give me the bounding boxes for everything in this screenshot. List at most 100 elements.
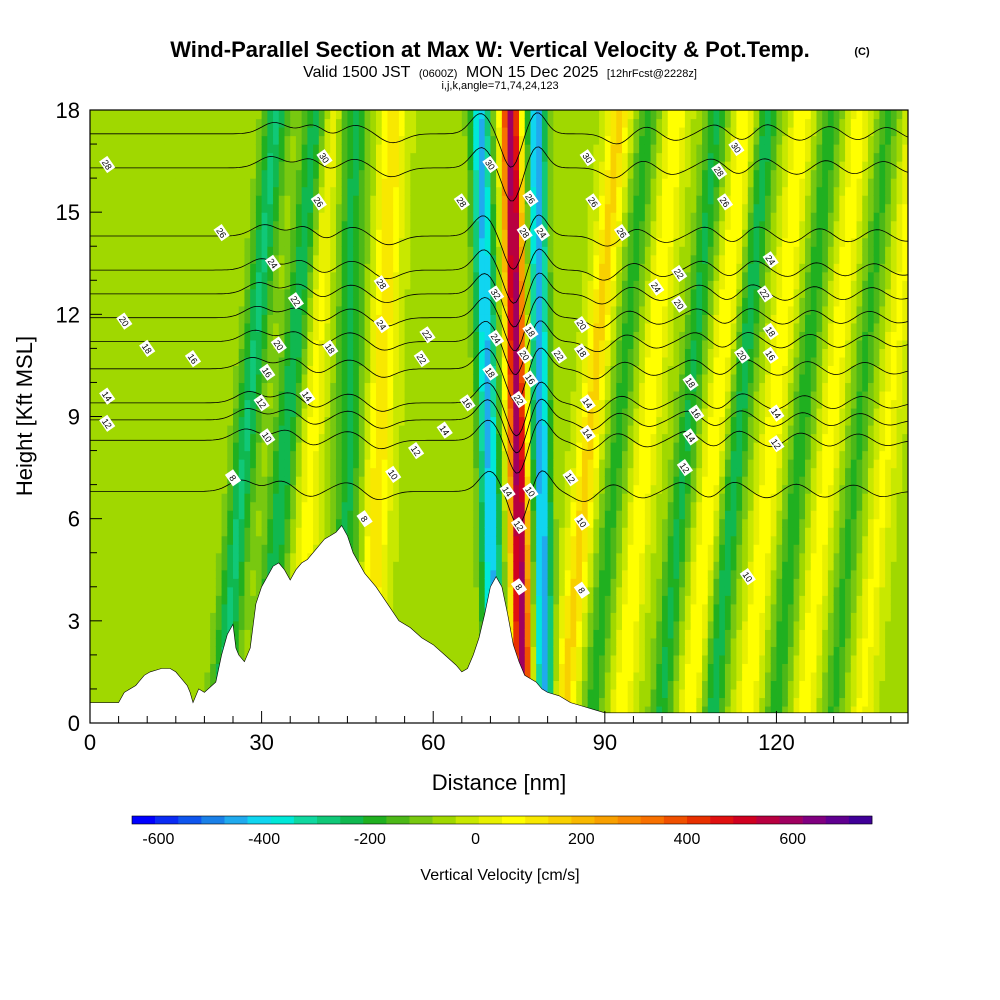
w-cell (341, 152, 349, 162)
w-cell (393, 305, 400, 315)
w-cell (381, 297, 389, 307)
w-cell (370, 382, 377, 392)
w-cell (164, 178, 171, 188)
w-cell (347, 314, 354, 324)
w-cell (393, 178, 400, 188)
w-cell (227, 322, 234, 332)
w-cell (278, 544, 286, 554)
w-cell (152, 629, 160, 639)
w-cell (170, 586, 177, 596)
w-cell (158, 433, 165, 443)
w-cell (358, 161, 366, 171)
w-cell (416, 416, 423, 426)
w-cell (433, 110, 440, 120)
w-cell (267, 552, 274, 562)
w-cell (478, 118, 486, 128)
w-cell (210, 365, 217, 375)
w-cell (192, 373, 200, 384)
w-cell (324, 459, 331, 469)
w-cell (210, 331, 217, 341)
w-cell (290, 501, 297, 511)
w-cell (284, 297, 291, 307)
w-cell (473, 484, 480, 494)
w-cell (456, 152, 463, 162)
w-cell (347, 229, 354, 239)
w-cell (210, 476, 217, 486)
w-cell (467, 476, 474, 486)
w-cell (427, 195, 434, 205)
w-cell (175, 620, 183, 630)
w-cell (381, 399, 389, 409)
w-cell (141, 459, 148, 469)
w-cell (164, 433, 171, 443)
w-cell (267, 203, 274, 213)
w-cell (170, 246, 177, 256)
w-cell (456, 654, 463, 664)
w-cell (107, 612, 114, 622)
w-cell (192, 569, 200, 579)
w-cell (370, 110, 377, 120)
w-cell (456, 110, 463, 120)
w-cell (221, 390, 228, 401)
w-cell (95, 373, 103, 384)
w-cell (250, 144, 257, 154)
w-cell (295, 552, 303, 562)
w-cell (267, 314, 274, 324)
w-cell (170, 595, 177, 605)
w-cell (387, 314, 394, 324)
w-cell (124, 459, 131, 469)
w-cell (301, 152, 308, 162)
w-cell (164, 637, 171, 647)
w-cell (101, 178, 108, 188)
w-cell (444, 212, 451, 222)
w-cell (101, 467, 108, 477)
w-cell (233, 544, 240, 554)
w-cell (456, 620, 463, 630)
w-cell (147, 161, 154, 171)
w-cell (215, 314, 223, 324)
w-cell (438, 646, 446, 656)
w-cell (284, 442, 291, 452)
w-cell (135, 331, 143, 341)
w-cell (95, 127, 103, 137)
w-cell (187, 237, 194, 247)
w-cell (255, 169, 263, 179)
w-cell (204, 297, 211, 307)
w-cell (295, 459, 303, 469)
w-cell (410, 348, 417, 358)
w-cell (210, 561, 217, 571)
w-cell (124, 212, 131, 222)
w-cell (233, 297, 240, 307)
w-cell (364, 212, 371, 222)
w-cell (416, 518, 423, 528)
w-cell (210, 510, 217, 520)
w-cell (152, 459, 160, 469)
w-cell (250, 399, 257, 409)
w-cell (175, 152, 183, 162)
w-cell (353, 433, 360, 443)
w-cell (295, 535, 303, 545)
w-cell (244, 322, 251, 332)
w-cell (313, 467, 320, 477)
w-cell (427, 501, 434, 511)
w-cell (278, 127, 286, 137)
w-cell (381, 459, 389, 469)
w-cell (301, 144, 308, 154)
w-cell (364, 127, 371, 137)
w-cell (112, 459, 120, 469)
w-cell (90, 467, 97, 477)
w-cell (427, 416, 434, 426)
w-cell (112, 169, 120, 179)
w-cell (353, 186, 360, 196)
w-cell (187, 484, 194, 494)
w-cell (347, 356, 354, 367)
w-cell (175, 297, 183, 307)
w-cell (450, 620, 457, 630)
w-cell (90, 348, 97, 358)
w-cell (130, 476, 137, 486)
w-cell (313, 322, 320, 332)
w-cell (410, 356, 417, 367)
w-cell (233, 518, 240, 528)
w-cell (456, 603, 463, 613)
w-cell (198, 450, 206, 460)
